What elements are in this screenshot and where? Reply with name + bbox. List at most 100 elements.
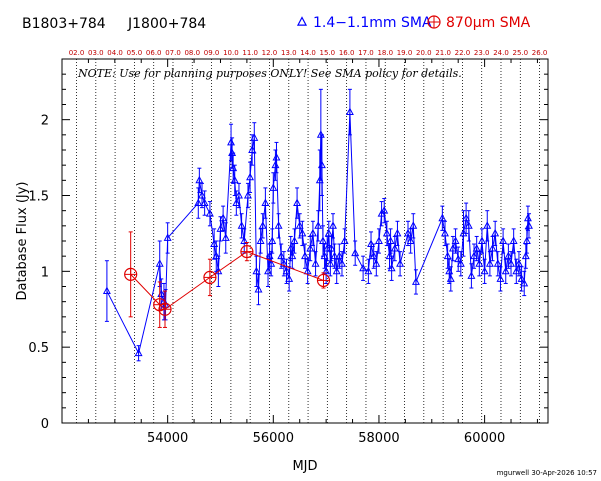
year-gridlines [76, 59, 541, 423]
data-point [332, 266, 341, 275]
data-point [232, 198, 241, 207]
year-label: 13.0 [281, 49, 297, 57]
data-point [522, 236, 531, 244]
data-point [163, 233, 172, 241]
data-point [155, 259, 164, 267]
data-point [134, 348, 143, 357]
data-point [327, 244, 336, 252]
series-870um [124, 231, 331, 328]
data-point [212, 251, 221, 260]
data-point [340, 236, 349, 244]
timestamp-footer: mgurwell 30-Apr-2026 10:57 [497, 469, 597, 477]
data-point [504, 251, 513, 260]
data-point [315, 175, 324, 184]
data-point [470, 251, 479, 260]
data-point [271, 160, 280, 169]
data-point [477, 236, 486, 244]
data-point [200, 198, 209, 207]
data-point [329, 221, 337, 229]
data-point [293, 198, 302, 207]
source-name: B1803+784 [22, 16, 106, 32]
data-point [285, 274, 294, 282]
data-point [396, 259, 405, 267]
data-point [330, 251, 339, 260]
data-point [525, 221, 533, 229]
data-point [462, 213, 471, 222]
data-point [301, 251, 309, 260]
data-point [443, 251, 452, 260]
data-point [438, 213, 447, 222]
data-point [380, 206, 389, 214]
data-point [198, 190, 206, 199]
data-point [258, 221, 267, 229]
year-label: 16.0 [339, 49, 355, 57]
data-point [252, 266, 261, 275]
y-tick-label: 1.5 [28, 190, 49, 205]
data-point [243, 190, 252, 199]
legend-label-1mm: 1.4−1.1mm SMA [313, 15, 432, 31]
x-tick-label: 58000 [358, 431, 399, 446]
x-tick-label: 56000 [253, 431, 294, 446]
year-label: 05.0 [127, 49, 143, 57]
data-point [318, 236, 327, 244]
data-point [268, 236, 277, 244]
y-axis-label: Database Flux (Jy) [15, 182, 30, 301]
data-point [219, 213, 228, 222]
data-point [372, 259, 381, 267]
year-label: 03.0 [88, 49, 104, 57]
year-label: 02.0 [69, 49, 85, 57]
data-point [448, 244, 457, 252]
year-label: 25.0 [513, 49, 529, 57]
data-point [256, 236, 265, 244]
data-point [393, 228, 402, 237]
data-point [464, 221, 473, 229]
data-point [485, 259, 494, 267]
data-point [411, 277, 420, 285]
data-point [351, 248, 360, 257]
data-point [323, 244, 332, 252]
data-point [467, 271, 476, 279]
data-point [385, 251, 394, 260]
data-point [308, 228, 317, 237]
data-point [475, 259, 484, 267]
data-point [240, 236, 249, 244]
year-label: 24.0 [493, 49, 509, 57]
data-point [326, 259, 335, 267]
x-axis-label: MJD [292, 459, 317, 474]
year-label: 17.0 [358, 49, 374, 57]
data-point [488, 244, 497, 252]
data-point [483, 221, 492, 229]
year-label: 10.0 [223, 49, 239, 57]
data-point [451, 236, 460, 244]
series-1mm [102, 88, 533, 362]
legend-triangle-marker [296, 16, 308, 26]
data-point [520, 278, 529, 287]
data-point [261, 198, 270, 207]
data-point [387, 263, 396, 272]
year-label: 21.0 [435, 49, 451, 57]
data-point [306, 244, 315, 252]
data-point [367, 239, 376, 247]
data-point [364, 266, 373, 275]
y-tick-label: 0 [41, 417, 49, 432]
year-label: 06.0 [146, 49, 162, 57]
data-point [359, 263, 368, 272]
data-point [454, 254, 463, 263]
data-point [230, 175, 239, 184]
data-point [320, 251, 329, 260]
year-label: 15.0 [320, 49, 336, 57]
data-point [523, 213, 532, 222]
data-point [480, 266, 489, 275]
data-point [298, 228, 307, 237]
data-point [102, 286, 111, 294]
data-point [311, 259, 320, 267]
data-point [406, 236, 415, 244]
year-label: 09.0 [204, 49, 220, 57]
data-point [228, 148, 237, 156]
data-point [501, 266, 510, 275]
data-point [277, 251, 286, 260]
year-label: 19.0 [397, 49, 413, 57]
data-point [491, 228, 500, 237]
data-point [493, 259, 502, 267]
